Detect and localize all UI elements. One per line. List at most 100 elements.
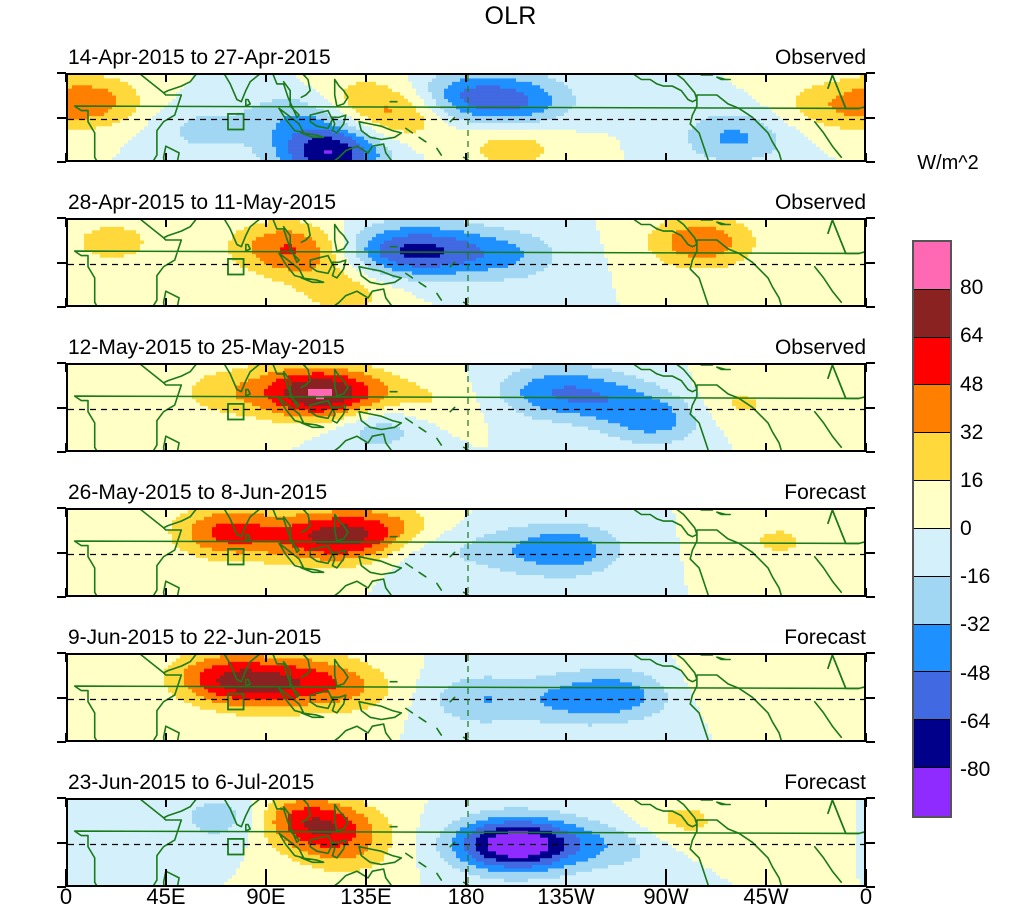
panel-title-2: 28-Apr-2015 to 11-May-2015	[68, 191, 337, 214]
colorbar-tick: -64	[960, 709, 991, 733]
x-tick-minor	[65, 733, 67, 742]
y-tick	[57, 652, 66, 654]
panel-plot-area-6	[66, 798, 866, 887]
x-tick	[165, 869, 167, 878]
colorbar-tick-labels: 80 64 48 32 16 0 -16 -32 -48 -64 -80	[960, 240, 1020, 818]
y-tick-right	[866, 507, 875, 509]
x-axis-label: 90W	[643, 884, 689, 909]
contour-fill	[68, 365, 864, 450]
x-tick	[665, 869, 667, 878]
x-tick-minor	[765, 653, 767, 662]
x-tick-minor	[265, 443, 267, 452]
x-tick-minor	[765, 588, 767, 597]
x-tick	[365, 869, 367, 878]
x-axis-label: 135E	[340, 884, 392, 909]
y-tick-right	[866, 362, 875, 364]
panel-tag-5: Forecast	[784, 626, 866, 649]
x-axis-label: 0	[59, 884, 73, 909]
coastlines	[73, 220, 864, 305]
x-tick-minor	[265, 363, 267, 372]
y-tick-right	[866, 696, 875, 699]
panel-title-1: 14-Apr-2015 to 27-Apr-2015	[68, 46, 331, 69]
x-tick-minor	[65, 588, 67, 597]
x-tick-minor	[765, 443, 767, 452]
x-tick-minor	[365, 588, 367, 597]
colorbar-band-1	[914, 289, 950, 338]
x-axis-labels: 0 45E 90E 135E 180 135W 90W 45W 0	[0, 884, 1021, 914]
colorbar-band-10	[914, 720, 950, 769]
x-tick-minor	[65, 443, 67, 452]
colorbar-band-6	[914, 528, 950, 577]
coastlines	[73, 800, 864, 885]
panel-tag-6: Forecast	[784, 771, 866, 794]
x-tick-minor	[265, 218, 267, 227]
x-axis-label: 45W	[743, 884, 789, 909]
y-tick	[57, 406, 66, 409]
x-tick-minor	[565, 878, 567, 887]
panel-plot-area-5	[66, 653, 866, 742]
contour-fill	[68, 800, 864, 885]
y-tick-right	[866, 72, 875, 74]
x-tick-minor	[65, 73, 67, 82]
x-tick-minor	[665, 443, 667, 452]
x-tick-minor	[665, 153, 667, 162]
colorbar-band-11	[914, 768, 950, 816]
y-tick-right	[866, 841, 875, 844]
y-tick	[57, 841, 66, 844]
x-tick-minor	[465, 508, 467, 517]
x-tick	[765, 869, 767, 878]
x-tick-minor	[465, 798, 467, 807]
x-tick	[865, 869, 867, 878]
colorbar-tick: 48	[960, 372, 984, 396]
panel-title-3: 12-May-2015 to 25-May-2015	[68, 336, 345, 359]
panel-tag-2: Observed	[774, 191, 866, 214]
colorbar-tick: -80	[960, 757, 991, 781]
x-tick-minor	[765, 298, 767, 307]
x-tick-minor	[365, 363, 367, 372]
x-tick-minor	[865, 508, 867, 517]
y-tick	[57, 551, 66, 554]
x-tick-minor	[465, 443, 467, 452]
x-tick-minor	[365, 153, 367, 162]
y-tick	[57, 886, 66, 888]
x-tick-minor	[165, 73, 167, 82]
x-tick-minor	[865, 798, 867, 807]
x-tick-minor	[565, 153, 567, 162]
x-tick	[565, 869, 567, 878]
coastlines	[73, 510, 864, 595]
x-tick-minor	[165, 298, 167, 307]
colorbar-tick: 32	[960, 420, 984, 444]
colorbar-tick: 16	[960, 468, 984, 492]
x-tick-minor	[265, 73, 267, 82]
panel-title-6: 23-Jun-2015 to 6-Jul-2015	[68, 771, 315, 794]
panel-plot-area-3	[66, 363, 866, 452]
panel-title-5: 9-Jun-2015 to 22-Jun-2015	[68, 626, 322, 649]
x-tick-minor	[365, 798, 367, 807]
y-tick	[57, 507, 66, 509]
x-tick-minor	[165, 588, 167, 597]
x-tick-minor	[765, 363, 767, 372]
x-tick-minor	[865, 298, 867, 307]
x-tick-minor	[565, 588, 567, 597]
x-tick-minor	[365, 73, 367, 82]
x-tick-minor	[765, 218, 767, 227]
y-tick-right	[866, 741, 875, 743]
x-tick-minor	[565, 733, 567, 742]
x-tick-minor	[165, 508, 167, 517]
x-tick-minor	[765, 73, 767, 82]
x-tick-minor	[765, 798, 767, 807]
x-tick-minor	[465, 73, 467, 82]
x-tick-minor	[565, 653, 567, 662]
x-tick-minor	[665, 878, 667, 887]
map-panel-2: 28-Apr-2015 to 11-May-2015Observed20N020…	[57, 191, 875, 308]
x-tick-minor	[865, 218, 867, 227]
x-axis-label: 45E	[146, 884, 186, 909]
x-tick-minor	[465, 733, 467, 742]
coastlines	[73, 365, 864, 450]
x-tick-minor	[665, 733, 667, 742]
x-tick-minor	[465, 878, 467, 887]
x-tick-minor	[65, 878, 67, 887]
x-tick-minor	[365, 733, 367, 742]
colorbar[interactable]	[912, 240, 952, 818]
y-tick	[57, 261, 66, 264]
